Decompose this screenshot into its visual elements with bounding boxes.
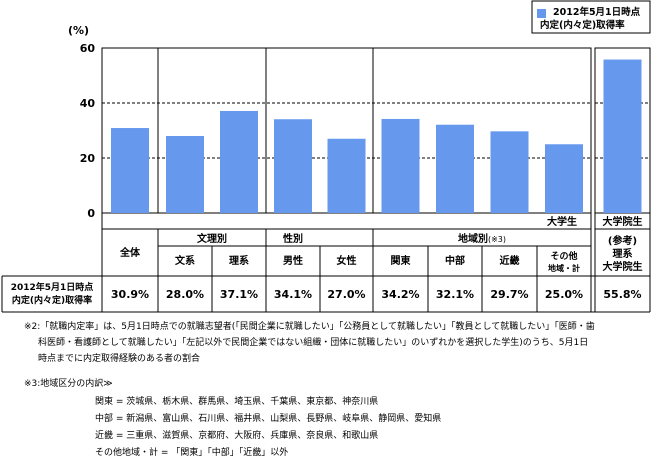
- category-label: 関東: [391, 254, 411, 267]
- category-label: その他: [550, 250, 577, 262]
- y-tick-label: 20: [80, 152, 96, 165]
- category-label: 男性: [283, 254, 303, 267]
- bar: [220, 110, 258, 213]
- group-header-bunri: 文理別: [197, 232, 227, 245]
- note-2-line-2: 科医師・看護師として就職したい」「左記以外で民間企業ではない組織・団体に就職した…: [38, 338, 589, 348]
- data-value-label: 34.2%: [381, 288, 419, 301]
- group-header-region: 地域別(※3): [458, 232, 506, 245]
- region-kanto: 関東 = 茨城県、栃木県、群馬県、埼玉県、千葉県、東京都、神奈川県: [95, 397, 379, 407]
- category-label: 理系: [613, 247, 633, 260]
- category-label: 中部: [445, 254, 465, 267]
- data-value-label: 29.7%: [490, 288, 528, 301]
- region-note-ref: (※3): [488, 235, 506, 244]
- category-label: (参考): [608, 234, 637, 247]
- data-value-label: 30.9%: [111, 288, 149, 301]
- bar: [274, 119, 312, 213]
- category-label: 全体: [119, 246, 141, 259]
- data-value-label: 55.8%: [603, 288, 641, 301]
- bar: [436, 124, 474, 213]
- category-label: 近畿: [500, 254, 520, 267]
- data-value-label: 37.1%: [220, 288, 258, 301]
- y-tick-label: 0: [87, 207, 95, 220]
- y-tick-label: 60: [80, 42, 96, 55]
- category-label: 理系: [229, 254, 249, 267]
- category-label: 文系: [175, 254, 195, 267]
- category-label: 女性: [337, 254, 357, 267]
- row-header-line2: 内定(内々定)取得率: [12, 294, 92, 306]
- category-label: 地域・計: [548, 263, 580, 273]
- bar: [490, 131, 529, 213]
- category-label: 大学院生: [603, 260, 643, 273]
- region-other: その他地域・計 = 「関東」「中部」「近畿」以外: [95, 448, 289, 458]
- legend-label-line1: 2012年5月1日時点: [553, 6, 641, 18]
- bar: [603, 59, 642, 213]
- region-chubu: 中部 = 新潟県、富山県、石川県、福井県、山梨県、長野県、岐阜県、静岡県、愛知県: [95, 414, 442, 424]
- note-3-title: ※3:地域区分の内訳≫: [24, 379, 113, 389]
- note-2-line-3: 時点までに内定取得経験のある者の割合: [38, 354, 201, 364]
- bar: [111, 128, 149, 213]
- chart-bars: [111, 59, 642, 213]
- bar: [545, 144, 583, 213]
- bar: [381, 118, 420, 213]
- data-value-label: 34.1%: [274, 288, 312, 301]
- data-value-label: 25.0%: [545, 288, 583, 301]
- grad-label: 大学院生: [603, 215, 643, 228]
- row-header-line1: 2012年5月1日時点: [11, 281, 94, 293]
- data-value-label: 32.1%: [436, 288, 474, 301]
- bar: [327, 138, 366, 213]
- bar-chart: 0204060 大学生 大学院生文理別 性別 地域別(※3)全体文系 理系 男性 女性 関東中…: [1, 0, 651, 313]
- bar: [166, 136, 204, 213]
- group-header-gender: 性別: [282, 232, 303, 245]
- legend-swatch: [537, 9, 546, 18]
- y-axis-unit: (%): [68, 24, 89, 37]
- data-value-label: 27.0%: [327, 288, 365, 301]
- legend-label-line2: 内定(内々定)取得率: [540, 19, 625, 31]
- y-tick-label: 40: [80, 97, 96, 110]
- region-kinki: 近畿 = 三重県、滋賀県、京都府、大阪府、兵庫県、奈良県、和歌山県: [95, 431, 379, 441]
- data-value-label: 28.0%: [166, 288, 204, 301]
- note-2-line-1: ※2:「就職内定率」は、5月1日時点での就職志望者(「民間企業に就職したい」「公…: [24, 322, 595, 332]
- legend: 2012年5月1日時点 内定(内々定)取得率: [531, 0, 651, 34]
- undergrad-label: 大学生: [547, 215, 577, 228]
